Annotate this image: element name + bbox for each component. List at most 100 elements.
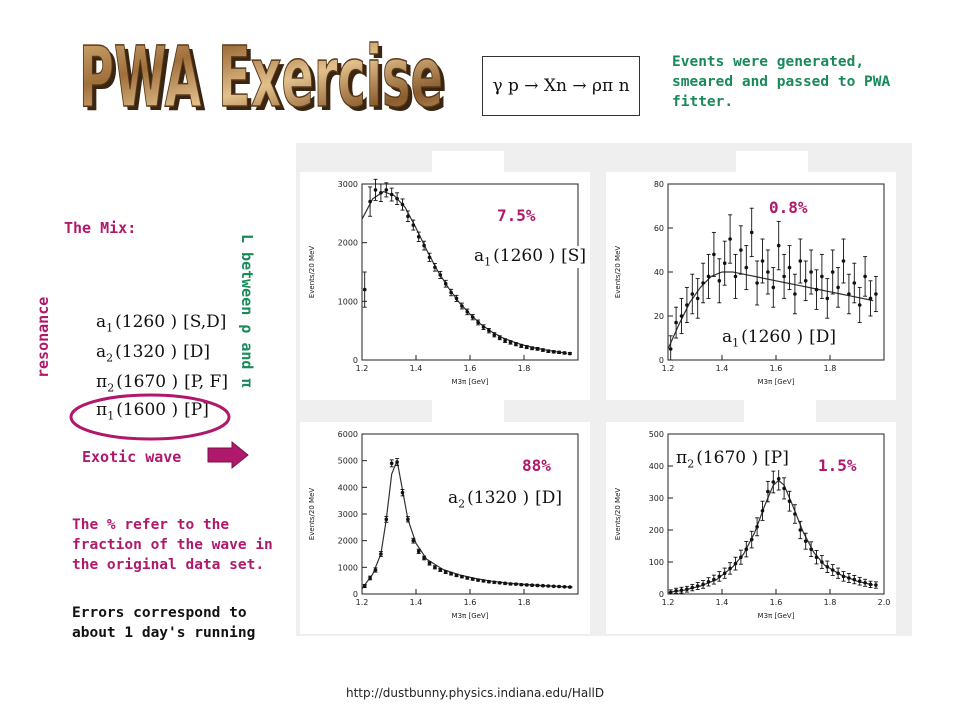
- data-point: [530, 346, 534, 351]
- data-point: [717, 279, 722, 283]
- wave-item: π1 (1600 ) [P]: [96, 400, 209, 422]
- data-point: [874, 583, 878, 587]
- x-tick-label: 1.6: [464, 598, 477, 607]
- data-point: [787, 265, 792, 270]
- data-point: [535, 583, 540, 588]
- data-point: [487, 579, 491, 584]
- chart-wave-label-wave-subscript: 2: [458, 497, 466, 511]
- data-point: [744, 547, 749, 551]
- data-point: [695, 296, 700, 301]
- y-tick-label: 200: [649, 526, 664, 535]
- data-point: [481, 579, 486, 583]
- data-point: [836, 285, 840, 290]
- data-point: [776, 243, 781, 248]
- y-tick-label: 20: [654, 312, 664, 321]
- y-tick-label: 500: [649, 430, 664, 439]
- exotic-wave-label: Exotic wave: [82, 448, 182, 466]
- data-point: [755, 525, 759, 529]
- data-point: [411, 223, 416, 227]
- chart-wave-label-wave-subscript: 1: [484, 255, 492, 269]
- data-point: [847, 576, 851, 580]
- data-point: [685, 587, 689, 591]
- data-point: [868, 582, 873, 587]
- data-point: [728, 237, 732, 241]
- resonance-label: resonance: [34, 296, 52, 378]
- wave-label-a1-s: a1 (1260 ) [S]: [472, 246, 588, 269]
- wave-item-wave-name: π: [96, 400, 108, 420]
- data-point: [368, 576, 372, 580]
- mix-label: The Mix:: [64, 219, 137, 237]
- data-point: [362, 584, 367, 588]
- data-point: [695, 584, 700, 588]
- data-point: [803, 539, 808, 543]
- y-axis-label: Events/20 MeV: [614, 246, 622, 299]
- data-point: [852, 577, 857, 582]
- l-between-label: L between ρ and π: [238, 234, 256, 388]
- data-point: [546, 584, 551, 588]
- data-point: [481, 325, 486, 329]
- data-point: [514, 342, 518, 346]
- data-point: [679, 588, 684, 592]
- x-tick-label: 1.2: [356, 364, 369, 373]
- data-point: [668, 347, 673, 351]
- data-point: [443, 281, 448, 286]
- data-point: [712, 252, 716, 257]
- data-point: [438, 568, 443, 572]
- data-point: [809, 547, 813, 551]
- x-tick-label: 1.8: [518, 598, 531, 607]
- data-point: [771, 480, 776, 484]
- data-point: [771, 285, 776, 290]
- data-point: [679, 314, 684, 318]
- chart-wave-label-wave-partial: [P]: [764, 448, 789, 468]
- plot-bottom-left: 0 1000 2000 3000 4000 5000 6000 1.2 1.4 1.6 1.8 M3π…: [300, 422, 590, 634]
- y-tick-label: 6000: [338, 430, 358, 439]
- data-point: [400, 202, 405, 207]
- data-point: [433, 565, 437, 570]
- percent-label-a1-d: 0.8%: [769, 198, 808, 217]
- y-tick-label: 0: [659, 590, 664, 599]
- data-point: [411, 538, 416, 543]
- chart-wave-label-wave-partial: [D]: [535, 488, 562, 508]
- data-point: [384, 188, 389, 192]
- chart-wave-label-wave-partial: [D]: [809, 327, 836, 347]
- data-point: [857, 303, 862, 307]
- data-point: [389, 461, 394, 466]
- chart-wave-label-wave-name: π: [676, 448, 688, 468]
- x-tick-label: 1.2: [356, 598, 369, 607]
- x-tick-label: 1.2: [662, 364, 675, 373]
- x-axis-label: M3π [GeV]: [452, 612, 489, 620]
- data-point: [798, 259, 803, 263]
- data-point: [825, 296, 830, 301]
- percent-label-a2-d: 88%: [522, 456, 551, 475]
- plot-background: [606, 172, 896, 400]
- data-point: [568, 585, 572, 589]
- chart-wave-label-wave-mass: (1260 ): [741, 327, 804, 347]
- reaction-equation-box: γ p → Xn → ρπ n: [482, 56, 640, 116]
- x-tick-label: 2.0: [878, 598, 891, 607]
- y-tick-label: 400: [649, 462, 664, 471]
- data-point: [793, 292, 797, 296]
- x-tick-label: 1.8: [518, 364, 531, 373]
- data-point: [454, 296, 459, 301]
- y-axis-label: Events/20 MeV: [614, 488, 622, 541]
- data-point: [863, 581, 867, 585]
- data-point: [847, 292, 851, 296]
- data-point: [782, 274, 786, 279]
- data-point: [541, 583, 545, 588]
- data-point: [706, 580, 711, 584]
- data-point: [373, 188, 378, 192]
- wave-item-wave-mass: (1260 ): [115, 312, 178, 332]
- data-point: [427, 561, 432, 566]
- chart-wave-label-wave-partial: [S]: [561, 246, 586, 266]
- data-point: [389, 192, 394, 197]
- chart-wave-label-wave-name: a: [474, 246, 485, 266]
- wave-item-wave-mass: (1670 ): [116, 372, 179, 392]
- data-point: [852, 281, 857, 285]
- plot-background: [300, 422, 590, 634]
- data-point: [787, 499, 792, 503]
- data-point: [814, 555, 819, 559]
- data-point: [728, 566, 732, 571]
- fit-curve: [667, 271, 874, 350]
- data-point: [701, 281, 705, 285]
- data-point: [514, 582, 518, 586]
